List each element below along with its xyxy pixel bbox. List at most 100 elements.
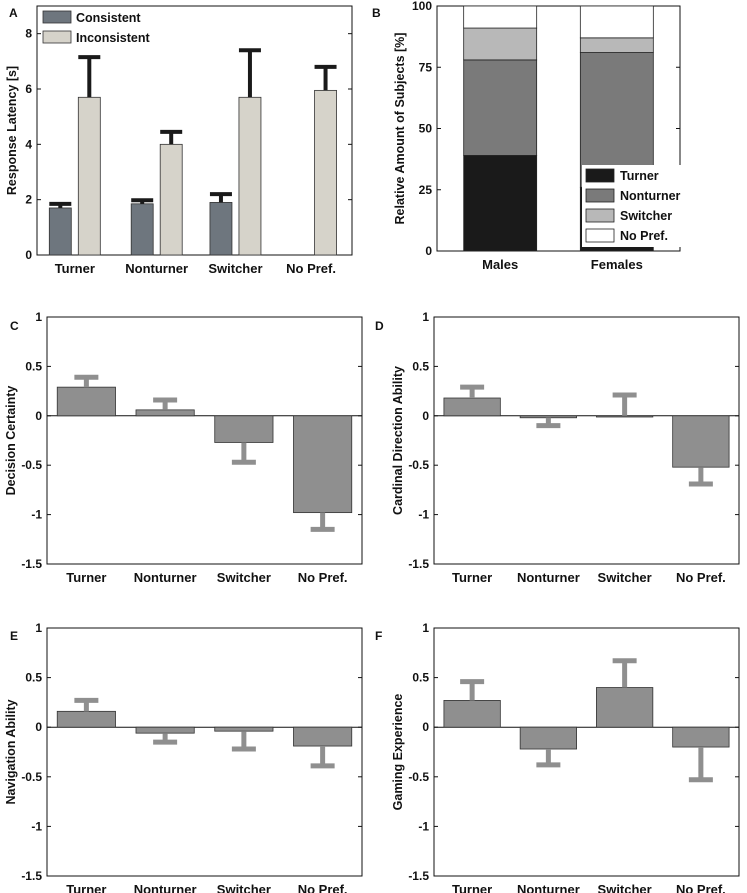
- axes-frame: [36, 5, 353, 256]
- y-tick-label: 0: [35, 720, 42, 734]
- y-tick-label: 0: [425, 244, 432, 258]
- y-tick-label: -1.5: [21, 557, 42, 571]
- y-tick-label: -1: [31, 508, 42, 522]
- x-tick-label-switcher: Switcher: [208, 261, 262, 276]
- bar-switcher: [214, 726, 274, 732]
- x-tick-label-nonturner: Nonturner: [134, 570, 197, 585]
- x-tick-label-nonturner: Nonturner: [517, 570, 580, 585]
- x-tick-label-switcher: Switcher: [598, 570, 652, 585]
- y-tick-label: -1.5: [408, 869, 429, 883]
- x-tick-label-females: Females: [591, 257, 643, 272]
- bar-females-switcher: [579, 37, 654, 53]
- panel-f: F 1 0.5 0 -0.5 -1 -1.5 Gaming Experience Turner N…: [375, 621, 740, 893]
- x-tick-label-no-pref: No Pref.: [676, 882, 726, 893]
- x-tick-label-switcher: Switcher: [598, 882, 652, 893]
- legend-label-turner: Turner: [620, 169, 659, 183]
- legend-swatch-nonturner: [585, 188, 615, 203]
- y-tick-label: 1: [422, 621, 429, 635]
- legend-swatch-consistent: [42, 10, 72, 24]
- y-axis-label: Navigation Ability: [4, 699, 18, 804]
- y-tick-label: 1: [422, 310, 429, 324]
- y-tick-label: 0: [422, 409, 429, 423]
- bar-switcher: [596, 415, 654, 418]
- bar-switcher: [596, 687, 654, 728]
- y-tick-label: 0: [35, 409, 42, 423]
- bar-switcher-consistent: [209, 202, 233, 256]
- x-tick-label-males: Males: [482, 257, 518, 272]
- bar-nonturner: [519, 415, 577, 419]
- y-axis-label: Gaming Experience: [391, 694, 405, 811]
- y-tick-label: -1: [31, 819, 42, 833]
- x-tick-label-nonturner: Nonturner: [125, 261, 188, 276]
- panel-d: D 1 0.5 0 -0.5 -1 -1.5 Cardinal Direction Abili…: [375, 310, 740, 585]
- bar-turner-consistent: [48, 207, 72, 256]
- y-tick-label: -0.5: [21, 770, 42, 784]
- bar-turner-inconsistent: [77, 96, 101, 256]
- legend-label-consistent: Consistent: [76, 11, 141, 25]
- bar-nonturner: [135, 726, 195, 734]
- y-tick-label: 0.5: [412, 671, 429, 685]
- panel-e: E 1 0.5 0 -0.5 -1 -1.5 Navigation Ability Turner…: [4, 621, 363, 893]
- bar-no-pref: [293, 415, 353, 514]
- bar-males-no-pref: [463, 5, 538, 29]
- x-tick-label-turner: Turner: [66, 570, 106, 585]
- y-tick-label: 2: [25, 193, 32, 207]
- y-tick-label: 50: [419, 122, 433, 136]
- y-tick-label: 1: [35, 621, 42, 635]
- legend-label-no-pref: No Pref.: [620, 229, 668, 243]
- y-axis-label: Cardinal Direction Ability: [391, 366, 405, 515]
- y-tick-label: -1.5: [408, 557, 429, 571]
- y-tick-label: 75: [419, 60, 433, 74]
- y-tick-label: 0.5: [25, 671, 42, 685]
- panel-label-e: E: [10, 629, 18, 643]
- y-tick-label: -1.5: [21, 869, 42, 883]
- bar-turner: [443, 700, 501, 728]
- panel-label-d: D: [375, 319, 384, 333]
- legend-swatch-switcher: [585, 208, 615, 223]
- x-tick-label-no-pref: No Pref.: [298, 570, 348, 585]
- x-tick-label-turner: Turner: [55, 261, 95, 276]
- bar-no-pref: [672, 415, 730, 468]
- x-tick-label-switcher: Switcher: [217, 570, 271, 585]
- bar-no-pref-inconsistent: [314, 89, 337, 256]
- bar-turner: [56, 386, 116, 417]
- y-tick-label: -0.5: [408, 458, 429, 472]
- bar-nonturner-inconsistent: [159, 143, 183, 256]
- bar-nonturner-consistent: [130, 203, 154, 256]
- bar-turner: [56, 710, 116, 728]
- x-tick-label-turner: Turner: [452, 570, 492, 585]
- x-tick-label-turner: Turner: [452, 882, 492, 893]
- bar-females-no-pref: [579, 5, 654, 39]
- panel-c: C 1 0.5 0 -0.5 -1 -1.5 Decision Certainty Turner…: [4, 310, 363, 585]
- bar-males-switcher: [463, 27, 538, 61]
- bar-no-pref: [293, 726, 353, 747]
- x-tick-label-turner: Turner: [66, 882, 106, 893]
- x-tick-label-no-pref: No Pref.: [286, 261, 336, 276]
- x-tick-label-no-pref: No Pref.: [676, 570, 726, 585]
- panel-a: A 0 2 4 6 8 Response Latency [s] Turner Nonturne…: [5, 5, 353, 276]
- legend-swatch-turner: [585, 168, 615, 183]
- bar-nonturner: [135, 409, 195, 417]
- bar-switcher: [214, 415, 274, 443]
- y-tick-label: 4: [25, 137, 32, 151]
- x-tick-label-nonturner: Nonturner: [517, 882, 580, 893]
- y-tick-label: 1: [35, 310, 42, 324]
- y-tick-label: 100: [412, 0, 432, 13]
- panel-label-b: B: [372, 6, 381, 20]
- axes-frame: [46, 627, 363, 877]
- y-tick-label: -0.5: [21, 458, 42, 472]
- y-tick-label: -1: [418, 508, 429, 522]
- legend-label-switcher: Switcher: [620, 209, 672, 223]
- y-tick-label: 25: [419, 183, 433, 197]
- x-tick-label-no-pref: No Pref.: [298, 882, 348, 893]
- bar-males-turner: [463, 155, 538, 252]
- y-axis-label: Decision Certainty: [4, 386, 18, 496]
- y-tick-label: 0: [422, 720, 429, 734]
- bar-males-nonturner: [463, 59, 538, 156]
- y-tick-label: 0.5: [412, 359, 429, 373]
- bar-nonturner: [519, 726, 577, 750]
- y-tick-label: -0.5: [408, 770, 429, 784]
- bar-switcher-inconsistent: [238, 96, 262, 256]
- bar-no-pref: [672, 726, 730, 748]
